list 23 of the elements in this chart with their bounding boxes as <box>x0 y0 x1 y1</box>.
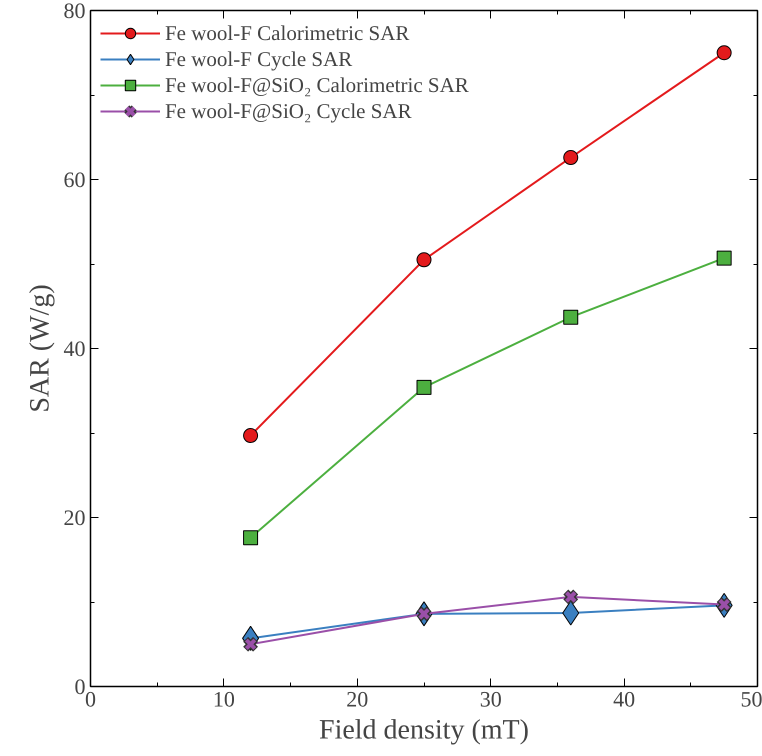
point <box>563 310 578 325</box>
y-tick-label: 20 <box>64 505 86 530</box>
x-tick-label: 50 <box>740 686 762 712</box>
x-tick-label: 20 <box>346 686 368 712</box>
x-tick-label: 40 <box>613 686 636 712</box>
y-tick-label: 80 <box>64 0 86 23</box>
y-axis-title: SAR (W/g) <box>24 284 56 413</box>
y-tick-label: 60 <box>64 167 86 192</box>
x-tick-label: 30 <box>480 686 502 712</box>
point <box>563 150 578 166</box>
point <box>416 252 432 268</box>
point <box>416 380 432 395</box>
point <box>243 530 258 546</box>
legend-label: Fe wool-F@SiO₂ Cycle SAR <box>165 98 412 124</box>
y-tick-label: 40 <box>64 336 86 361</box>
legend-label: Fe wool-F@SiO₂ Calorimetric SAR <box>165 72 469 98</box>
legend-label: Fe wool-F Calorimetric SAR <box>165 20 410 46</box>
x-tick-label: 10 <box>212 686 235 712</box>
point <box>716 250 732 266</box>
x-axis-title: Field density (mT) <box>319 714 529 746</box>
legend-label: Fe wool-F Cycle SAR <box>165 46 352 72</box>
point <box>243 428 258 444</box>
point <box>716 45 732 60</box>
